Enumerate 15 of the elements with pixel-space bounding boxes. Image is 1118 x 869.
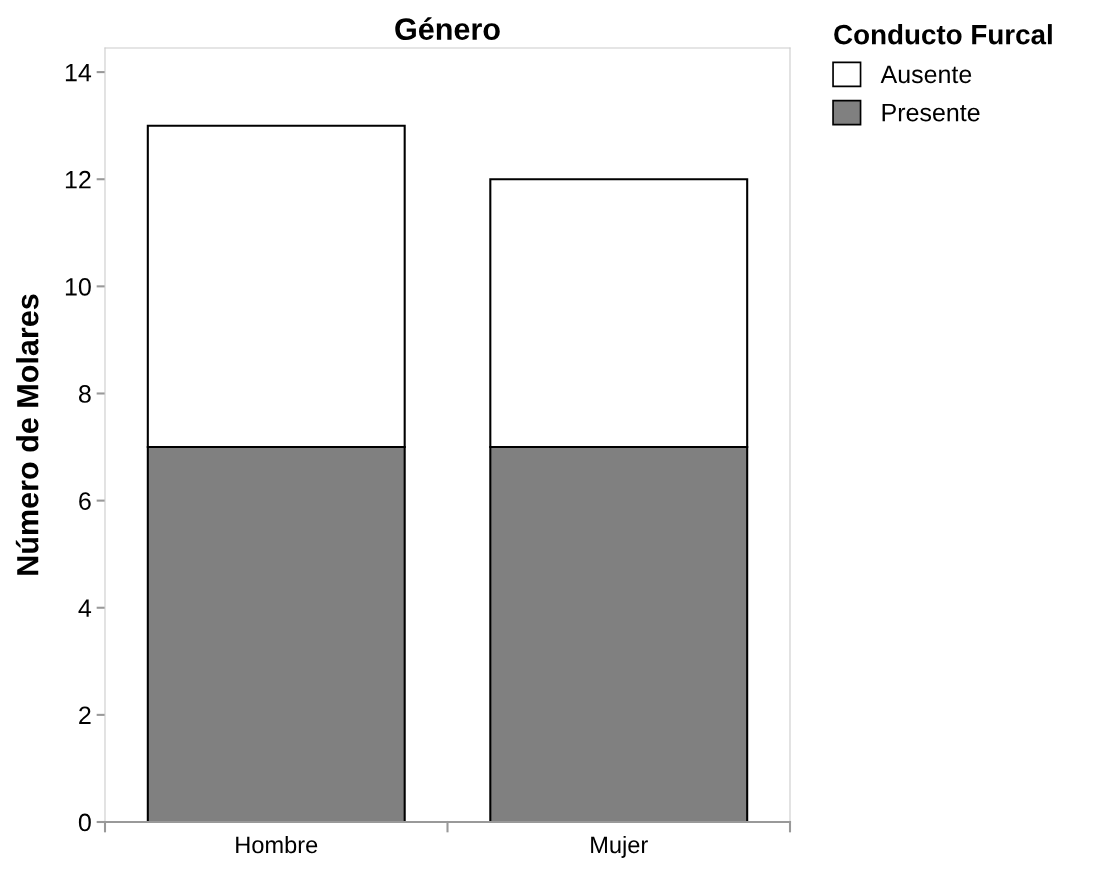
x-tick-label: Mujer: [591, 835, 648, 858]
y-tick-label: 12: [65, 170, 91, 189]
legend-label: Ausente: [880, 65, 972, 84]
y-tick-label: 4: [78, 599, 92, 617]
chart-title: Género: [395, 17, 500, 40]
y-tick-label: 0: [78, 813, 91, 832]
y-tick-label: 8: [78, 385, 91, 403]
y-tick-label: 2: [79, 706, 91, 724]
y-axis-title: Número de Molares: [15, 294, 39, 575]
y-tick-label: 10: [65, 277, 91, 296]
y-tick-label: 6: [79, 492, 91, 510]
legend-label: Presente: [882, 103, 980, 122]
legend-title: Conducto Furcal: [834, 24, 1052, 45]
x-tick-label: Hombre: [236, 835, 318, 854]
y-tick-label: 14: [65, 63, 92, 82]
